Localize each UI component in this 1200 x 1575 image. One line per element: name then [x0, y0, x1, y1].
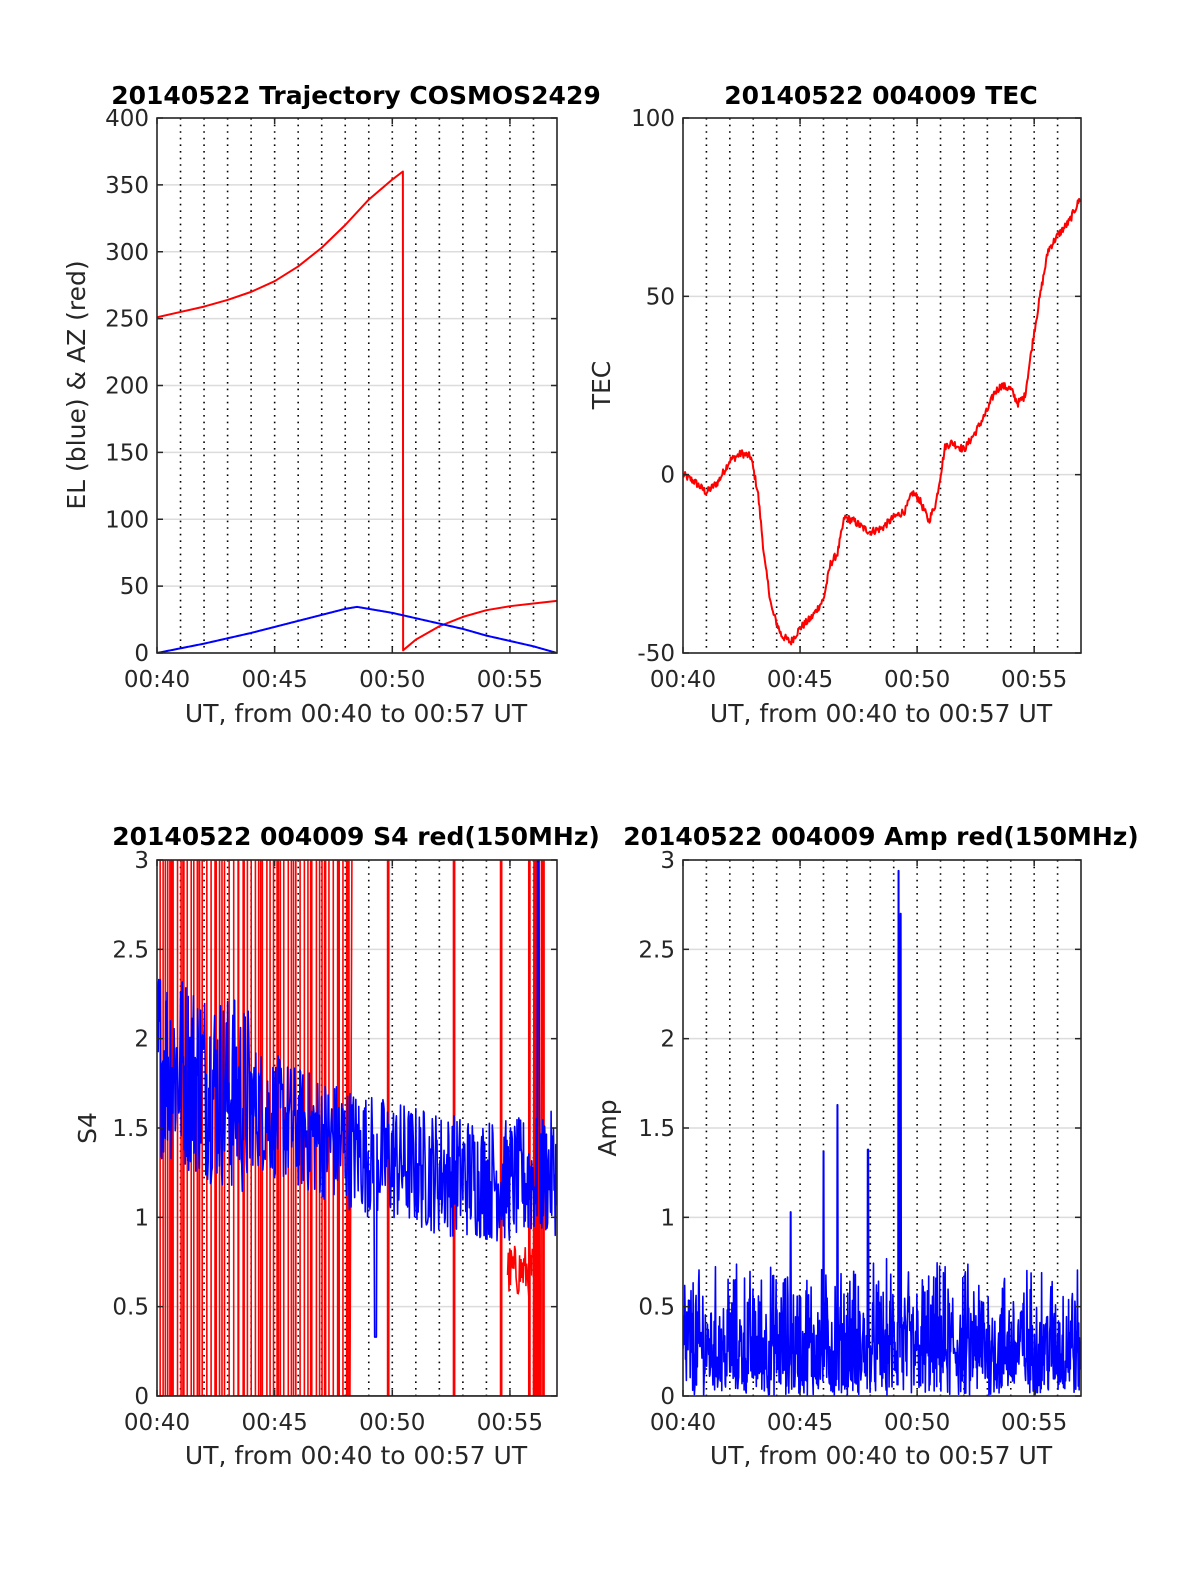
y-tick-label: 2.5	[638, 937, 675, 963]
x-tick-label: 00:55	[477, 1410, 543, 1436]
y-tick-label: 2	[134, 1027, 149, 1053]
y-axis-label: TEC	[587, 361, 616, 411]
series-line-red	[683, 197, 1081, 646]
x-tick-label: 00:55	[1001, 667, 1067, 693]
y-tick-label: 1.5	[112, 1116, 149, 1142]
x-tick-label: 00:50	[359, 1410, 425, 1436]
y-tick-label: 50	[120, 574, 149, 600]
plot-area: 0 0.5 1 1.5 2 2.5 3 00:40 00:45 00:50 00:55	[638, 848, 1082, 1436]
panel-amp: 20140522 004009 Amp red(150MHz) UT, from…	[593, 822, 1139, 1470]
y-tick-label: 250	[105, 307, 149, 333]
plot-area: 0 50 100 150 200 250 300 350 400 00:40 00:45 00:50 0…	[105, 106, 558, 693]
series-line-blue	[157, 605, 557, 653]
series-line-blue	[157, 860, 557, 1338]
x-tick-label: 00:40	[650, 667, 716, 693]
series-group	[157, 170, 557, 653]
panel-trajectory: 20140522 Trajectory COSMOS2429 UT, from …	[62, 81, 601, 728]
y-tick-label: 0.5	[112, 1295, 149, 1321]
x-tick-label: 00:55	[477, 667, 543, 693]
x-axis-label: UT, from 00:40 to 00:57 UT	[185, 1441, 528, 1470]
series-line-blue	[683, 869, 1081, 1396]
series-line-red	[157, 170, 557, 652]
x-tick-label: 00:55	[1001, 1410, 1067, 1436]
y-tick-label: 0	[134, 641, 149, 667]
y-tick-label: 100	[105, 507, 149, 533]
y-axis-label: S4	[73, 1112, 102, 1144]
chart-title: 20140522 004009 S4 red(150MHz)	[112, 822, 600, 851]
y-axis-label: EL (blue) & AZ (red)	[62, 260, 91, 509]
y-tick-label: 1	[660, 1205, 675, 1231]
x-axis-label: UT, from 00:40 to 00:57 UT	[185, 699, 528, 728]
chart-title: 20140522 004009 Amp red(150MHz)	[623, 822, 1139, 851]
y-tick-label: 0	[660, 1384, 675, 1410]
x-tick-label: 00:40	[124, 667, 190, 693]
y-tick-label: 0.5	[638, 1295, 675, 1321]
x-tick-label: 00:40	[650, 1410, 716, 1436]
plot-area: -50 0 50 100 00:40 00:45 00:50 00:55	[631, 106, 1082, 693]
x-tick-label: 00:50	[884, 667, 950, 693]
y-tick-label: 1.5	[638, 1116, 675, 1142]
axes-box	[682, 117, 1082, 654]
x-tick-label: 00:50	[884, 1410, 950, 1436]
x-tick-label: 00:45	[767, 1410, 833, 1436]
y-tick-label: 50	[646, 284, 675, 310]
y-tick-label: 1	[134, 1205, 149, 1231]
x-axis-label: UT, from 00:40 to 00:57 UT	[710, 1441, 1053, 1470]
y-tick-label: 2	[660, 1027, 675, 1053]
chart-title: 20140522 004009 TEC	[724, 81, 1037, 110]
y-tick-label: 0	[660, 463, 675, 489]
panel-s4: 20140522 004009 S4 red(150MHz) UT, from …	[73, 822, 600, 1470]
plot-area: 0 0.5 1 1.5 2 2.5 3 00:40 00:45 00:50 00:55	[112, 848, 558, 1436]
x-tick-label: 00:45	[767, 667, 833, 693]
series-group	[157, 860, 557, 1396]
x-tick-label: 00:45	[241, 667, 307, 693]
x-tick-label: 00:40	[124, 1410, 190, 1436]
y-tick-label: 3	[660, 848, 675, 874]
y-tick-label: 100	[631, 106, 675, 132]
y-tick-label: -50	[637, 641, 675, 667]
x-axis-label: UT, from 00:40 to 00:57 UT	[710, 699, 1053, 728]
x-tick-label: 00:45	[241, 1410, 307, 1436]
panel-tec: 20140522 004009 TEC UT, from 00:40 to 00…	[587, 81, 1082, 728]
y-tick-label: 400	[105, 106, 149, 132]
series-group	[683, 197, 1081, 646]
y-tick-label: 350	[105, 173, 149, 199]
y-tick-label: 0	[134, 1384, 149, 1410]
y-axis-label: Amp	[593, 1099, 622, 1156]
y-tick-label: 3	[134, 848, 149, 874]
x-tick-label: 00:50	[359, 667, 425, 693]
y-tick-label: 200	[105, 374, 149, 400]
y-tick-label: 2.5	[112, 937, 149, 963]
chart-title: 20140522 Trajectory COSMOS2429	[111, 81, 601, 110]
y-tick-label: 150	[105, 440, 149, 466]
y-tick-label: 300	[105, 240, 149, 266]
series-group	[683, 869, 1081, 1396]
